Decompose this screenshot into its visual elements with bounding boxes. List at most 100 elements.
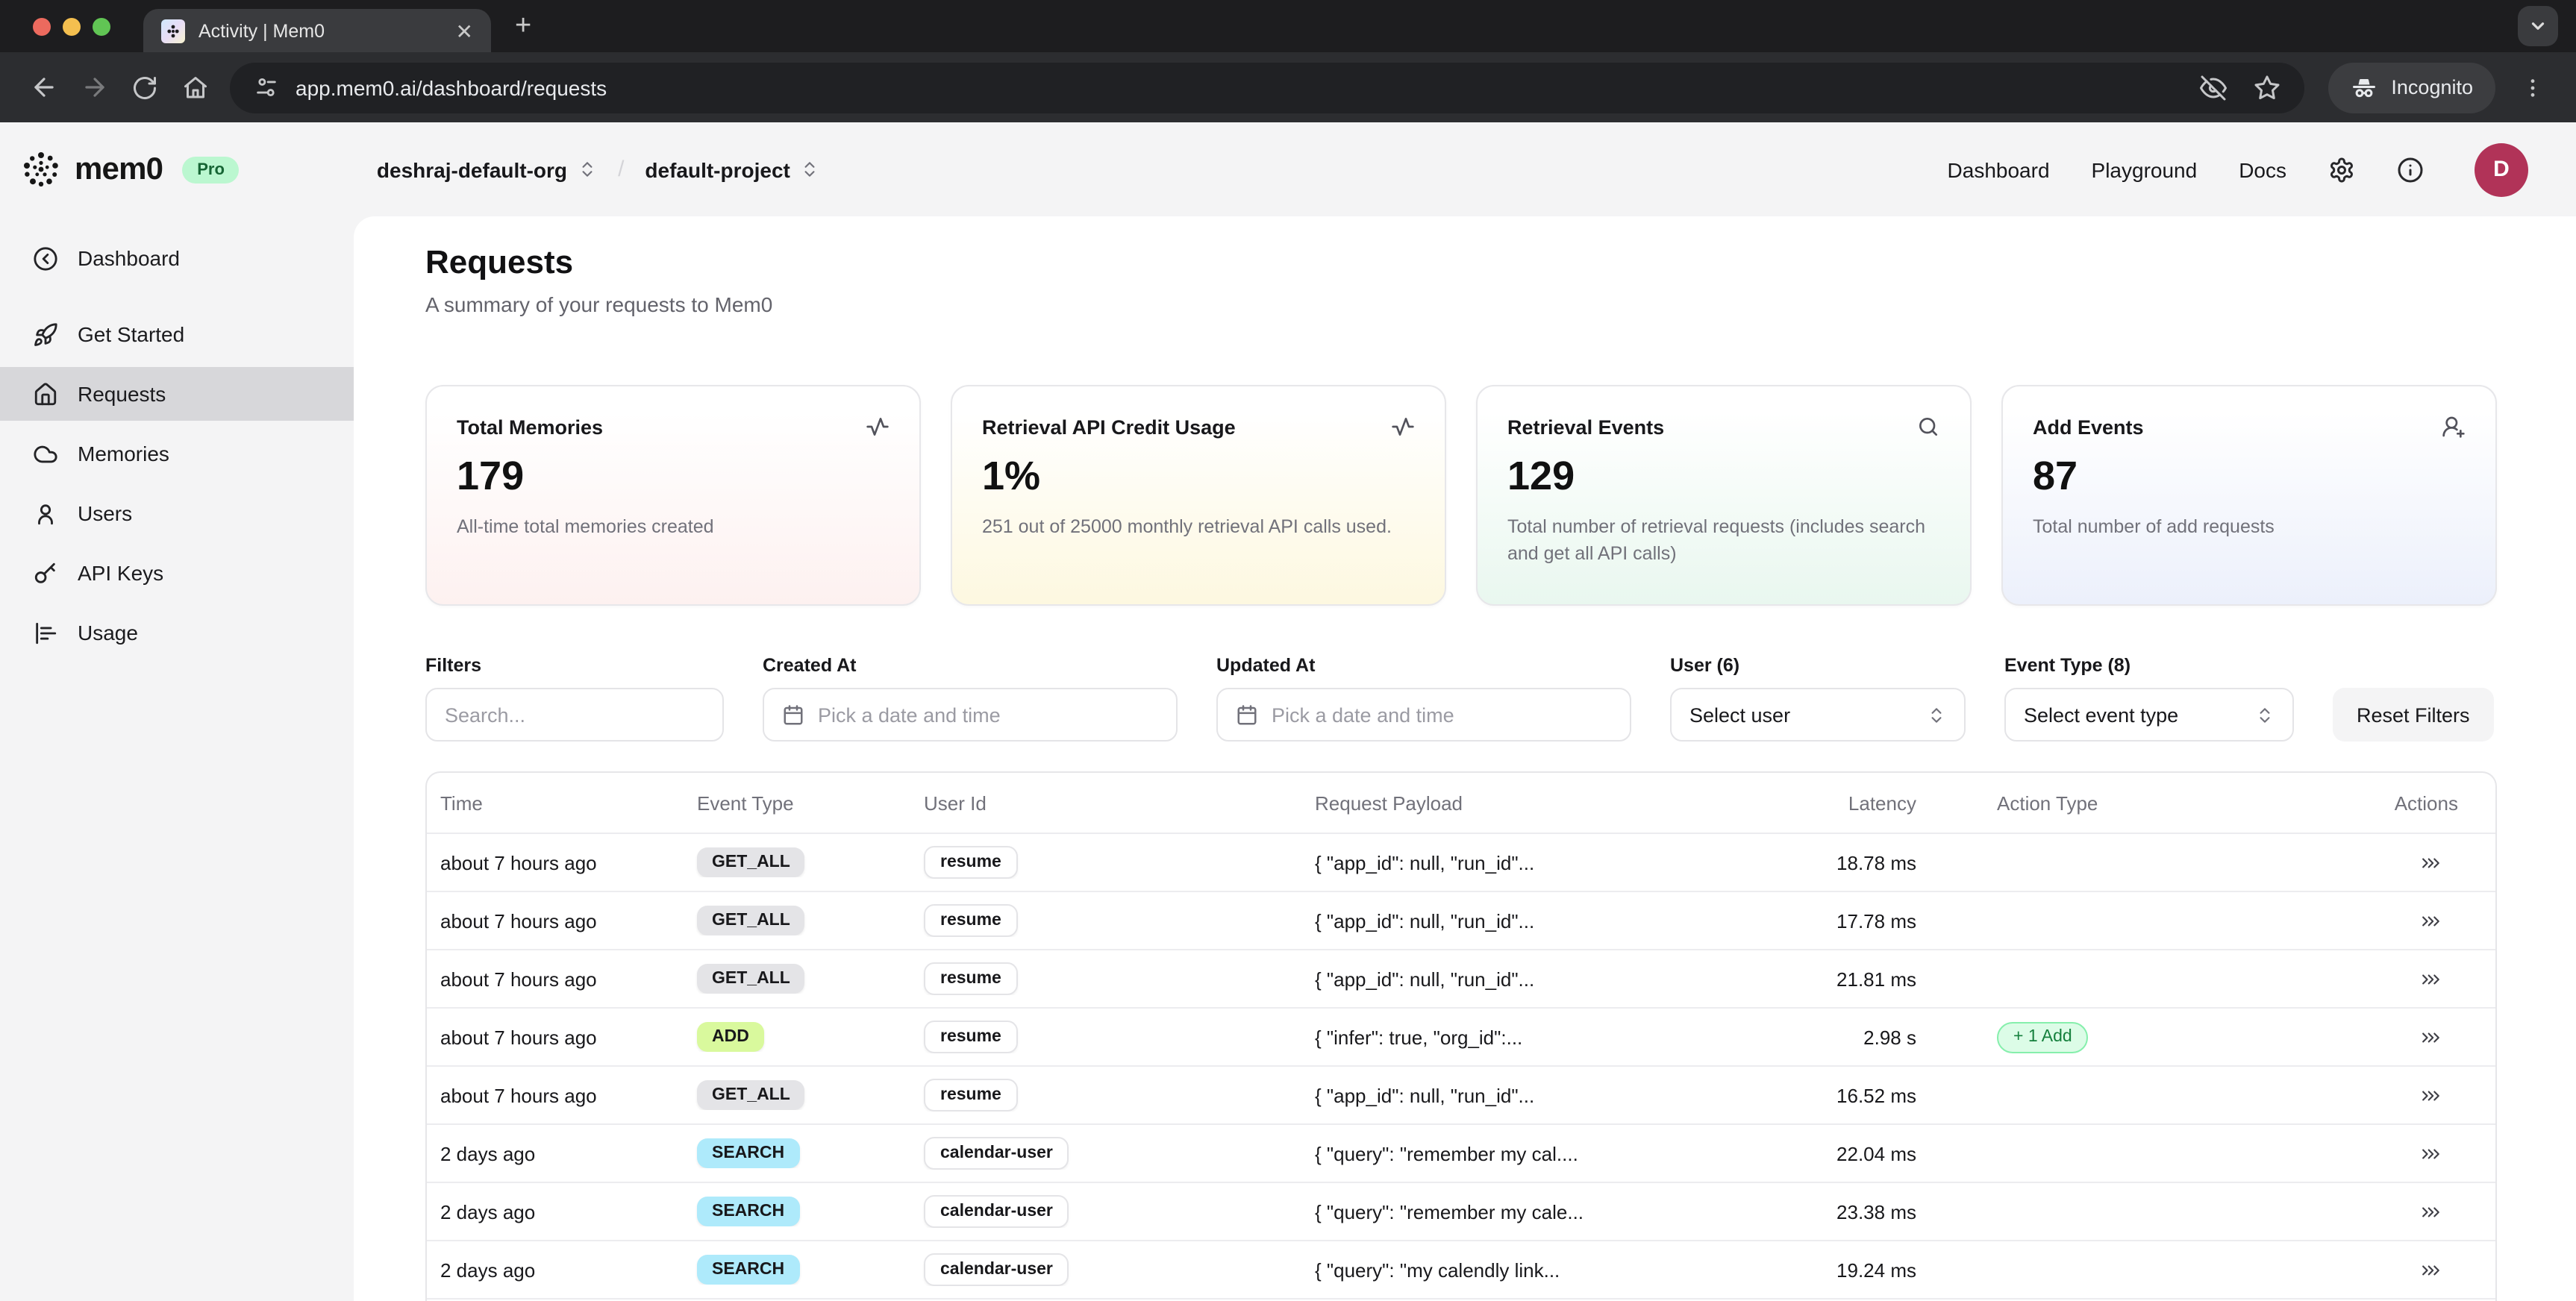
select-value: Select event type xyxy=(2024,703,2179,726)
event-type-badge: GET_ALL xyxy=(697,964,805,994)
expand-row-icon[interactable] xyxy=(2419,1144,2443,1163)
settings-gear-icon[interactable] xyxy=(2328,156,2355,183)
forward-button[interactable] xyxy=(69,62,119,113)
reload-button[interactable] xyxy=(119,62,170,113)
user-plus-icon xyxy=(2442,416,2465,438)
event-type-select[interactable]: Select event type xyxy=(2004,688,2294,742)
tab-close-icon[interactable]: ✕ xyxy=(455,19,473,43)
table-row[interactable]: about 7 hours ago GET_ALL resume { "app_… xyxy=(427,892,2495,950)
nav-dashboard[interactable]: Dashboard xyxy=(1947,157,2050,181)
maximize-window-button[interactable] xyxy=(93,18,110,36)
sidebar-item-api-keys[interactable]: API Keys xyxy=(0,546,354,600)
nav-playground[interactable]: Playground xyxy=(2091,157,2198,181)
chevrons-up-down-icon xyxy=(2260,707,2270,722)
expand-row-icon[interactable] xyxy=(2419,1260,2443,1279)
cell-request-payload: { "query": "remember my cale... xyxy=(1315,1200,1584,1223)
user-id-badge: resume xyxy=(924,1079,1018,1112)
card-description: All-time total memories created xyxy=(457,516,714,537)
sidebar-item-get-started[interactable]: Get Started xyxy=(0,307,354,361)
table-row[interactable]: 2 days ago SEARCH calendar-user { "query… xyxy=(427,1125,2495,1183)
table-row[interactable]: about 7 hours ago GET_ALL resume { "app_… xyxy=(427,834,2495,892)
table-row[interactable]: about 7 hours ago ADD resume { "infer": … xyxy=(427,1009,2495,1067)
cell-latency: 19.24 ms xyxy=(1836,1258,1916,1281)
cell-request-payload: { "app_id": null, "run_id"... xyxy=(1315,968,1535,990)
reset-filters-button[interactable]: Reset Filters xyxy=(2333,688,2494,742)
cell-latency: 21.81 ms xyxy=(1836,968,1916,990)
created-at-picker[interactable]: Pick a date and time xyxy=(763,688,1178,742)
expand-row-icon[interactable] xyxy=(2419,853,2443,872)
mem0-logo[interactable]: mem0 Pro xyxy=(21,149,240,189)
created-at-label: Created At xyxy=(763,655,857,676)
page-title: Requests xyxy=(425,243,574,280)
browser-menu-icon[interactable] xyxy=(2507,62,2558,113)
expand-row-icon[interactable] xyxy=(2419,1027,2443,1047)
nav-docs[interactable]: Docs xyxy=(2239,157,2286,181)
expand-row-icon[interactable] xyxy=(2419,969,2443,988)
close-window-button[interactable] xyxy=(33,18,51,36)
eye-off-icon[interactable] xyxy=(2200,74,2228,101)
card-value: 179 xyxy=(457,454,525,498)
table-row[interactable]: 2 days ago SEARCH calendar-user { "query… xyxy=(427,1241,2495,1300)
card-title: Retrieval Events xyxy=(1507,416,1665,438)
favicon xyxy=(161,19,185,43)
card-title: Retrieval API Credit Usage xyxy=(982,416,1236,438)
column-header-event-type: Event Type xyxy=(697,791,794,814)
filters-label: Filters xyxy=(425,655,482,676)
cell-time: about 7 hours ago xyxy=(440,851,597,874)
card-description: 251 out of 25000 monthly retrieval API c… xyxy=(982,516,1392,537)
sidebar-item-requests[interactable]: Requests xyxy=(0,367,354,421)
org-selector[interactable]: deshraj-default-org xyxy=(376,157,568,181)
user-select[interactable]: Select user xyxy=(1670,688,1966,742)
cell-user-id: resume xyxy=(910,1079,1301,1112)
calendar-icon xyxy=(784,704,803,724)
column-header-action-type: Action Type xyxy=(1997,791,2098,814)
back-button[interactable] xyxy=(18,62,69,113)
url-text[interactable]: app.mem0.ai/dashboard/requests xyxy=(296,75,607,99)
partial-row xyxy=(427,1300,2495,1301)
table-header-row: Time Event Type User Id Request Payload Late… xyxy=(427,773,2495,834)
sidebar-item-usage[interactable]: Usage xyxy=(0,606,354,659)
sidebar-item-users[interactable]: Users xyxy=(0,486,354,540)
cell-event-type: SEARCH xyxy=(684,1255,910,1285)
rocket-icon xyxy=(34,322,57,345)
cell-request-payload: { "query": "my calendly link... xyxy=(1315,1258,1560,1281)
expand-row-icon[interactable] xyxy=(2419,911,2443,930)
card-value: 1% xyxy=(982,454,1041,498)
incognito-badge: Incognito xyxy=(2328,62,2495,113)
browser-tab[interactable]: Activity | Mem0 ✕ xyxy=(143,9,491,52)
home-button[interactable] xyxy=(170,62,221,113)
requests-table: Time Event Type User Id Request Payload Late… xyxy=(425,771,2497,1301)
sidebar-item-memories[interactable]: Memories xyxy=(0,427,354,480)
user-id-badge: calendar-user xyxy=(924,1253,1069,1286)
minimize-window-button[interactable] xyxy=(63,18,81,36)
address-bar[interactable]: app.mem0.ai/dashboard/requests xyxy=(230,62,2305,113)
sidebar-item-dashboard[interactable]: Dashboard xyxy=(0,231,354,285)
user-avatar[interactable]: D xyxy=(2475,142,2528,196)
cell-user-id: resume xyxy=(910,846,1301,879)
table-row[interactable]: about 7 hours ago GET_ALL resume { "app_… xyxy=(427,950,2495,1009)
info-icon[interactable] xyxy=(2397,156,2424,183)
chevrons-up-down-icon[interactable] xyxy=(801,160,820,179)
tab-search-chevron-button[interactable] xyxy=(2518,6,2558,46)
bookmark-star-icon[interactable] xyxy=(2254,74,2280,101)
site-settings-icon[interactable] xyxy=(254,75,279,100)
search-input[interactable] xyxy=(425,688,724,742)
table-row[interactable]: about 7 hours ago GET_ALL resume { "app_… xyxy=(427,1067,2495,1125)
cell-time: 2 days ago xyxy=(440,1142,536,1164)
incognito-label: Incognito xyxy=(2391,76,2473,98)
chevrons-up-down-icon[interactable] xyxy=(578,160,597,179)
user-id-badge: resume xyxy=(924,904,1018,937)
new-tab-button[interactable]: + xyxy=(515,10,532,42)
cell-latency: 17.78 ms xyxy=(1836,909,1916,932)
cell-action-type: + 1 Add xyxy=(1946,1021,2340,1053)
event-type-badge: SEARCH xyxy=(697,1255,800,1285)
project-selector[interactable]: default-project xyxy=(645,157,790,181)
expand-row-icon[interactable] xyxy=(2419,1202,2443,1221)
cell-latency: 22.04 ms xyxy=(1836,1142,1916,1164)
updated-at-picker[interactable]: Pick a date and time xyxy=(1216,688,1631,742)
expand-row-icon[interactable] xyxy=(2419,1085,2443,1105)
table-row[interactable]: 2 days ago SEARCH calendar-user { "query… xyxy=(427,1183,2495,1241)
sidebar-item-label: Requests xyxy=(78,382,166,406)
plan-badge: Pro xyxy=(182,156,240,183)
